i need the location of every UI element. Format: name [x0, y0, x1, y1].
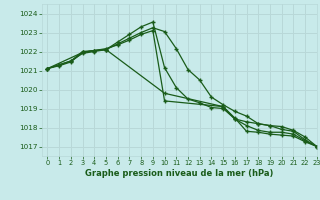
X-axis label: Graphe pression niveau de la mer (hPa): Graphe pression niveau de la mer (hPa) — [85, 169, 273, 178]
